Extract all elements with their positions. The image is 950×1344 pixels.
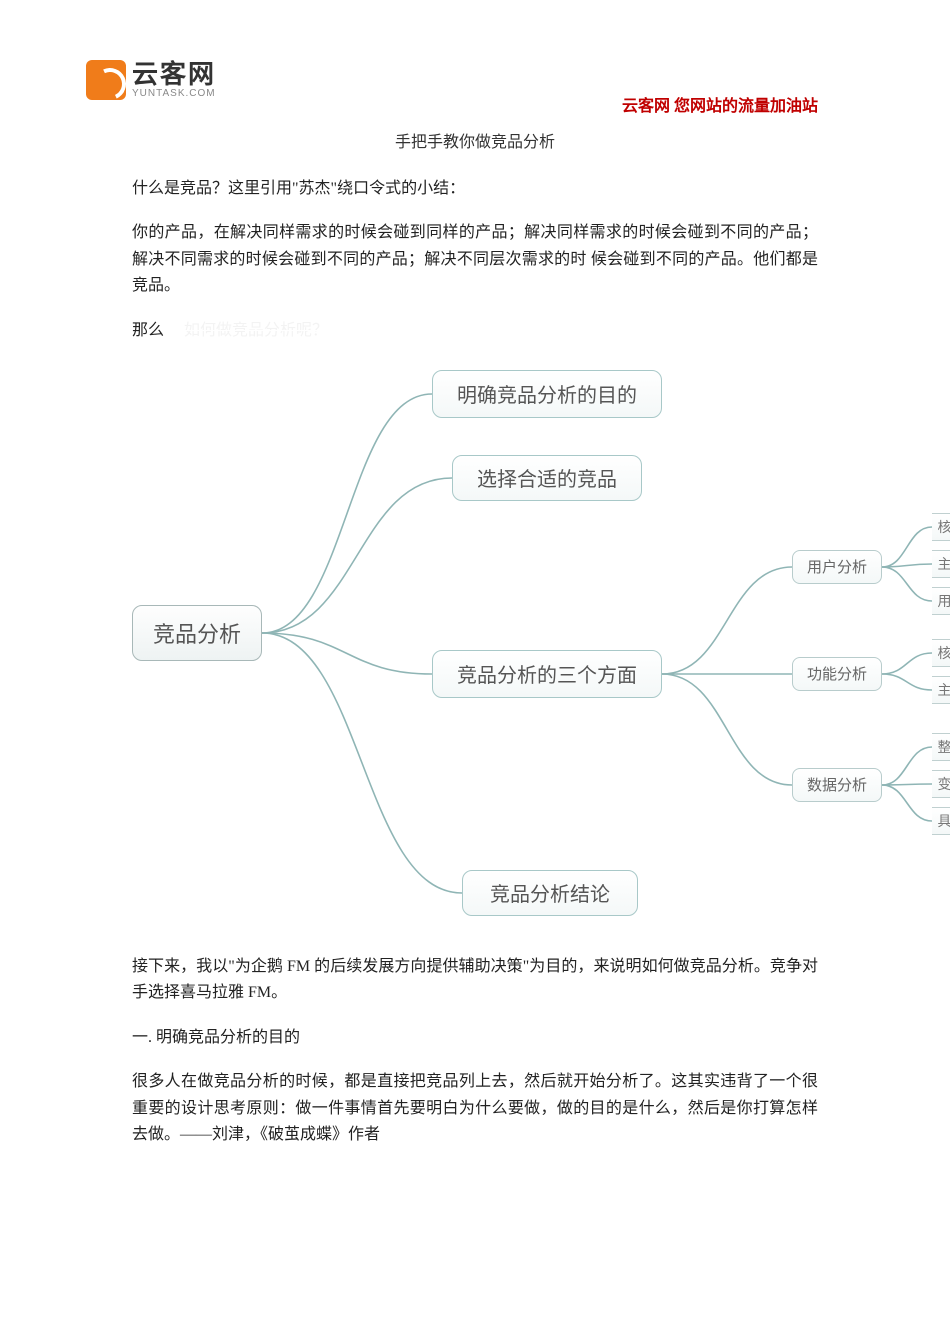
- mindmap-l3-node: 主流: [932, 550, 950, 578]
- site-logo: 云客网 YUNTASK.COM: [86, 60, 216, 100]
- mindmap-l1-node: 竞品分析结论: [462, 870, 638, 916]
- mindmap-l2-node: 用户分析: [792, 550, 882, 584]
- mindmap-l3-node: 变化: [932, 770, 950, 798]
- logo-cn: 云客网: [132, 61, 216, 87]
- logo-text: 云客网 YUNTASK.COM: [132, 61, 216, 99]
- mindmap-l1-node: 竞品分析的三个方面: [432, 650, 662, 698]
- paragraph: 接下来，我以"为企鹅 FM 的后续发展方向提供辅助决策"为目的，来说明如何做竞品…: [132, 954, 818, 1007]
- paragraph: 你的产品，在解决同样需求的时候会碰到同样的产品；解决同样需求的时候会碰到不同的产…: [132, 220, 818, 299]
- mindmap-l3-node: 用户: [932, 587, 950, 615]
- doc-title: 手把手教你做竞品分析: [0, 128, 950, 152]
- paragraph: 什么是竞品？这里引用"苏杰"绕口令式的小结：: [132, 176, 818, 202]
- content-body-lower: 接下来，我以"为企鹅 FM 的后续发展方向提供辅助决策"为目的，来说明如何做竞品…: [0, 954, 950, 1148]
- mindmap-l1-node: 明确竞品分析的目的: [432, 370, 662, 418]
- mindmap-diagram: 竞品分析 明确竞品分析的目的选择合适的竞品竞品分析的三个方面竞品分析结论 用户分析功…: [132, 350, 950, 930]
- mindmap-l3-node: 主流: [932, 676, 950, 704]
- logo-swirl-icon: [86, 60, 126, 100]
- tagline: 云客网 您网站的流量加油站: [622, 92, 818, 116]
- text: 如何做竞品分析呢？: [184, 322, 328, 339]
- mindmap-l3-node: 具体: [932, 807, 950, 835]
- mindmap-l3-node: 核心: [932, 513, 950, 541]
- document-page: 云客网 YUNTASK.COM 云客网 您网站的流量加油站 手把手教你做竞品分析…: [0, 0, 950, 1148]
- mindmap-l3-node: 核心: [932, 639, 950, 667]
- text: 那么: [132, 322, 164, 339]
- mindmap-l3-node: 整体: [932, 733, 950, 761]
- paragraph: 那么 如何做竞品分析呢？: [132, 318, 818, 344]
- mindmap-l2-node: 数据分析: [792, 768, 882, 802]
- mindmap-l1-node: 选择合适的竞品: [452, 455, 642, 501]
- paragraph: 一. 明确竞品分析的目的: [132, 1025, 818, 1051]
- page-header: 云客网 YUNTASK.COM 云客网 您网站的流量加油站: [0, 60, 950, 120]
- logo-en: YUNTASK.COM: [132, 89, 216, 99]
- mindmap-l2-node: 功能分析: [792, 657, 882, 691]
- content-body: 什么是竞品？这里引用"苏杰"绕口令式的小结： 你的产品，在解决同样需求的时候会碰…: [0, 176, 950, 344]
- mindmap-root: 竞品分析: [132, 605, 262, 661]
- paragraph: 很多人在做竞品分析的时候，都是直接把竞品列上去，然后就开始分析了。这其实违背了一…: [132, 1069, 818, 1148]
